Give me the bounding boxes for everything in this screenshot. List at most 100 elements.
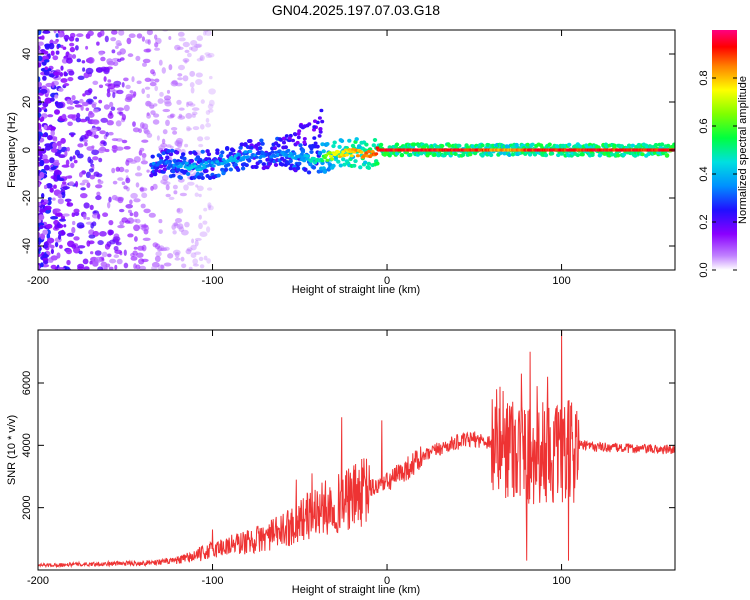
noise-blob <box>111 138 119 142</box>
ridge-halo <box>178 175 183 180</box>
noise-blob <box>133 246 138 250</box>
ridge-halo <box>300 148 306 153</box>
noise-blob <box>190 244 197 251</box>
ridge-core <box>233 154 238 158</box>
noise-blob <box>85 67 94 75</box>
noise-blob <box>172 130 178 135</box>
ridge-halo <box>181 152 186 157</box>
noise-blob <box>38 99 42 106</box>
noise-blob <box>42 229 49 235</box>
noise-blob <box>150 185 154 191</box>
noise-blob <box>117 197 124 204</box>
noise-blob <box>194 237 202 241</box>
noise-blob <box>207 103 214 110</box>
noise-blob <box>112 180 118 185</box>
noise-blob <box>97 240 104 246</box>
noise-blob <box>167 253 174 259</box>
noise-blob <box>69 46 76 53</box>
noise-blob <box>128 209 132 214</box>
noise-blob <box>121 181 126 185</box>
noise-blob <box>177 73 183 77</box>
noise-blob <box>135 218 141 224</box>
noise-blob <box>150 69 155 75</box>
ridge-halo <box>394 142 400 147</box>
noise-blob <box>119 57 125 61</box>
noise-blob <box>127 53 134 58</box>
noise-blob <box>103 76 107 82</box>
ridge-halo <box>193 151 198 156</box>
ridge-halo <box>259 138 264 143</box>
ridge-halo <box>248 139 253 143</box>
noise-blob <box>178 64 185 71</box>
noise-blob <box>112 149 117 153</box>
noise-blob <box>105 131 109 137</box>
noise-blob <box>139 265 146 270</box>
noise-blob <box>131 76 135 83</box>
ridge-core <box>232 157 237 161</box>
ridge-halo <box>238 145 243 150</box>
noise-blob <box>174 257 181 261</box>
ridge-halo <box>336 159 341 164</box>
ridge-wing <box>293 132 298 137</box>
noise-blob <box>85 107 90 112</box>
ridge-halo <box>188 150 193 155</box>
colorbar-ticks: 0.0 0.2 0.4 0.6 0.8 <box>698 70 737 278</box>
noise-blob <box>178 113 183 119</box>
noise-blob <box>126 37 132 45</box>
ridge-core <box>355 154 360 158</box>
noise-blob <box>184 49 190 54</box>
noise-blob <box>199 54 205 62</box>
y-tick-label: 6000 <box>21 371 33 395</box>
noise-blob <box>39 224 44 229</box>
ridge-core <box>184 161 189 165</box>
noise-blob <box>83 266 90 270</box>
noise-blob <box>42 244 49 249</box>
noise-blob <box>103 141 107 147</box>
noise-blob <box>133 211 139 218</box>
ridge-core <box>286 148 291 153</box>
noise-blob <box>38 253 42 257</box>
noise-blob <box>91 103 97 109</box>
noise-blob <box>62 46 67 50</box>
noise-blob <box>152 183 158 190</box>
ridge-core <box>215 160 220 164</box>
noise-blob <box>176 207 184 214</box>
noise-blob <box>123 77 129 82</box>
noise-blob <box>38 208 47 213</box>
x-tick-label: -200 <box>27 275 49 287</box>
ridge-wing <box>312 127 316 132</box>
noise-blob <box>72 220 76 226</box>
noise-blob <box>192 126 200 131</box>
ridge-halo <box>311 165 317 170</box>
noise-blob <box>195 72 203 78</box>
noise-blob <box>40 233 46 240</box>
noise-blob <box>194 239 199 247</box>
noise-blob <box>47 68 52 72</box>
noise-blob <box>66 106 75 110</box>
noise-blob <box>186 101 189 108</box>
noise-blob <box>161 138 166 145</box>
noise-blob <box>115 166 121 172</box>
ridge-halo <box>295 166 301 171</box>
noise-blob <box>203 31 207 36</box>
ridge-halo <box>226 162 231 167</box>
noise-blob <box>102 212 109 217</box>
noise-blob <box>50 166 57 171</box>
ridge-wing <box>298 124 303 128</box>
ridge-halo <box>239 142 244 147</box>
ridge-wing <box>320 119 325 124</box>
noise-blob <box>136 252 144 258</box>
noise-blob <box>149 81 157 87</box>
noise-blob <box>97 180 104 185</box>
noise-blob <box>129 90 134 94</box>
noise-blob <box>77 263 85 269</box>
noise-blob <box>69 156 73 162</box>
ridge-wing <box>319 108 324 113</box>
noise-blob <box>119 208 125 213</box>
ridge-core <box>248 149 253 154</box>
noise-blob <box>103 104 110 110</box>
ridge-core <box>192 162 197 166</box>
ridge-halo <box>154 168 159 173</box>
noise-blob <box>76 33 84 38</box>
noise-blob <box>127 233 134 238</box>
